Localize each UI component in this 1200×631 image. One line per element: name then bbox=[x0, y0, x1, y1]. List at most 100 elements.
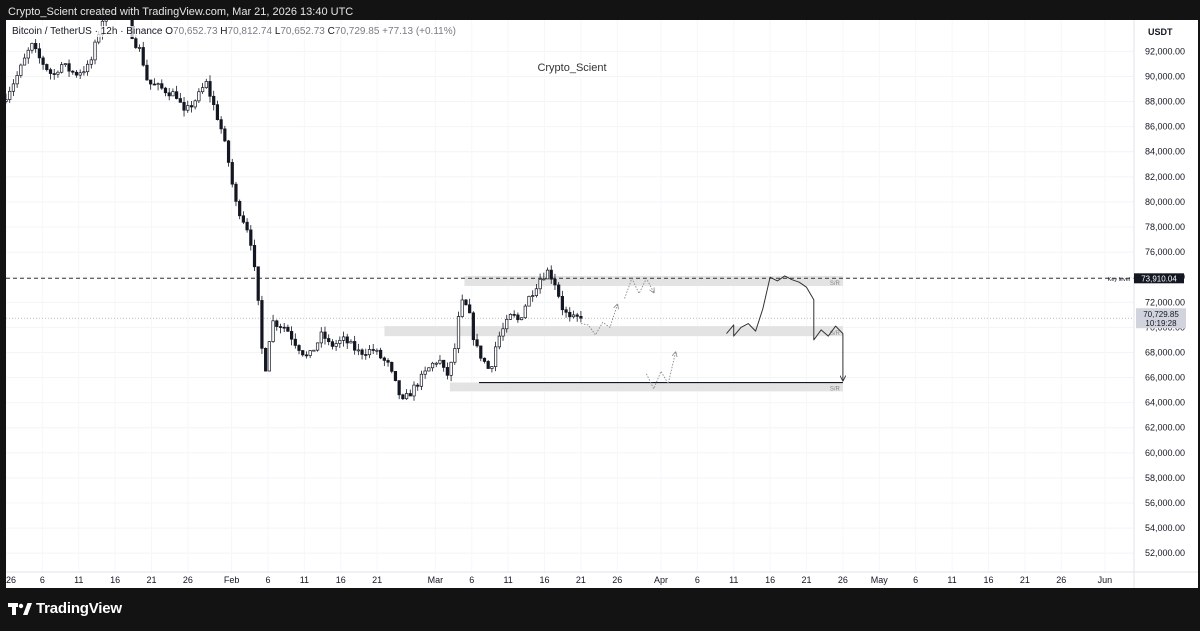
price-tick-label: 56,000.00 bbox=[1145, 498, 1185, 508]
candle-up bbox=[419, 373, 424, 387]
candle-up bbox=[505, 318, 509, 330]
candle-down bbox=[579, 315, 583, 319]
candle-down bbox=[215, 104, 220, 120]
candle-up bbox=[497, 335, 501, 348]
time-tick-label: 26 bbox=[612, 575, 622, 585]
candle-down bbox=[37, 48, 41, 59]
price-tick-label: 92,000.00 bbox=[1145, 46, 1185, 56]
candle-down bbox=[471, 312, 475, 341]
candle-down bbox=[416, 384, 420, 387]
time-tick-label: May bbox=[871, 575, 889, 585]
time-tick-label: 11 bbox=[74, 575, 83, 585]
time-tick-label: Apr bbox=[654, 575, 668, 585]
candle-up bbox=[349, 341, 353, 344]
price-tick-label: 62,000.00 bbox=[1145, 423, 1185, 433]
projection-paths bbox=[580, 275, 843, 390]
price-chart[interactable]: S/R S/R S/R Crypto_Scient USDT 52,000.00 54… bbox=[6, 20, 1198, 588]
price-tick-label: 60,000.00 bbox=[1145, 448, 1185, 458]
candle-down bbox=[397, 380, 401, 396]
projection-dotted bbox=[580, 305, 617, 336]
candle-down bbox=[442, 359, 446, 368]
candle-down bbox=[260, 300, 264, 349]
key-level-value: 73,910.04 bbox=[1141, 274, 1177, 283]
candle-up bbox=[271, 320, 275, 342]
candle-up bbox=[508, 313, 513, 320]
chart-panel[interactable]: S/R S/R S/R Crypto_Scient USDT 52,000.00 54… bbox=[6, 20, 1198, 588]
candle-down bbox=[278, 326, 283, 328]
candle-up bbox=[26, 49, 30, 59]
open-label: O bbox=[165, 26, 174, 37]
high-label: H bbox=[220, 26, 228, 37]
candle-down bbox=[289, 330, 294, 340]
candle-up bbox=[104, 20, 108, 22]
candle-down bbox=[353, 341, 357, 351]
currency-label: USDT bbox=[1148, 27, 1173, 37]
key-level-tag bbox=[1134, 273, 1184, 284]
brand-name: TradingView bbox=[36, 600, 122, 617]
price-tick-label: 52,000.00 bbox=[1145, 548, 1185, 558]
time-tick-label: Jun bbox=[1098, 575, 1113, 585]
time-tick-label: 16 bbox=[983, 575, 993, 585]
candle-up bbox=[534, 288, 539, 296]
price-tick-label: 84,000.00 bbox=[1145, 147, 1185, 157]
candle-up bbox=[186, 105, 190, 111]
price-tick-label: 68,000.00 bbox=[1145, 347, 1185, 357]
time-tick-label: 21 bbox=[802, 575, 812, 585]
candle-up bbox=[93, 41, 97, 61]
candle-up bbox=[430, 362, 435, 369]
sr-zone-label: S/R bbox=[830, 386, 841, 392]
current-price-tag bbox=[1136, 308, 1186, 329]
candle-up bbox=[427, 367, 431, 372]
time-axis: 2026 6 11 16 21 26 Feb 6 11 16 21 Mar 6 11 16 21 26 Apr 6 1… bbox=[6, 575, 1112, 585]
candle-up bbox=[197, 91, 201, 102]
bar-countdown: 10:19:28 bbox=[1145, 319, 1177, 328]
candle-up bbox=[434, 362, 438, 365]
candle-down bbox=[160, 83, 164, 89]
close-label: C bbox=[327, 26, 335, 37]
time-tick-label: 21 bbox=[1020, 575, 1030, 585]
candle-up bbox=[501, 328, 505, 337]
candle-down bbox=[557, 284, 561, 297]
candle-up bbox=[527, 295, 531, 307]
price-tick-label: 66,000.00 bbox=[1145, 373, 1185, 383]
open-value: 70,652.73 bbox=[173, 26, 218, 37]
candle-down bbox=[393, 371, 398, 381]
candle-up bbox=[171, 91, 175, 97]
sr-zones: S/R S/R S/R bbox=[384, 275, 843, 392]
candle-up bbox=[319, 331, 323, 344]
sr-zone-label: S/R bbox=[830, 331, 841, 337]
sr-zone bbox=[449, 382, 843, 392]
candle-down bbox=[249, 229, 253, 246]
candle-down bbox=[252, 245, 257, 268]
candle-down bbox=[475, 339, 479, 347]
candle-down bbox=[371, 349, 375, 351]
time-tick-label: 21 bbox=[372, 575, 382, 585]
candle-down bbox=[141, 47, 145, 66]
candle-down bbox=[330, 341, 335, 347]
candle-down bbox=[327, 338, 331, 343]
candle-down bbox=[286, 326, 290, 332]
candle-down bbox=[408, 393, 412, 397]
time-tick-label: 11 bbox=[947, 575, 956, 585]
candle-down bbox=[323, 331, 327, 339]
sr-zone bbox=[384, 326, 843, 337]
symbol-title[interactable]: Bitcoin / TetherUS · 12h · Binance bbox=[12, 26, 163, 37]
candle-down bbox=[67, 63, 71, 72]
candle-down bbox=[182, 102, 186, 111]
candle-down bbox=[297, 345, 301, 351]
time-tick-label: 6 bbox=[469, 575, 474, 585]
price-tick-label: 64,000.00 bbox=[1145, 398, 1185, 408]
candle-down bbox=[71, 70, 75, 73]
time-tick-label: 16 bbox=[336, 575, 346, 585]
candle-up bbox=[404, 393, 409, 400]
candle-down bbox=[445, 367, 449, 376]
candle-down bbox=[549, 269, 553, 280]
candle-down bbox=[234, 183, 238, 202]
candle-down bbox=[575, 314, 579, 317]
key-level-name: Key level bbox=[1108, 277, 1130, 283]
tradingview-brand[interactable]: TradingView bbox=[8, 600, 122, 617]
candle-up bbox=[453, 348, 457, 363]
candle-up bbox=[367, 349, 372, 356]
candle-up bbox=[19, 64, 23, 76]
candle-down bbox=[152, 83, 156, 86]
